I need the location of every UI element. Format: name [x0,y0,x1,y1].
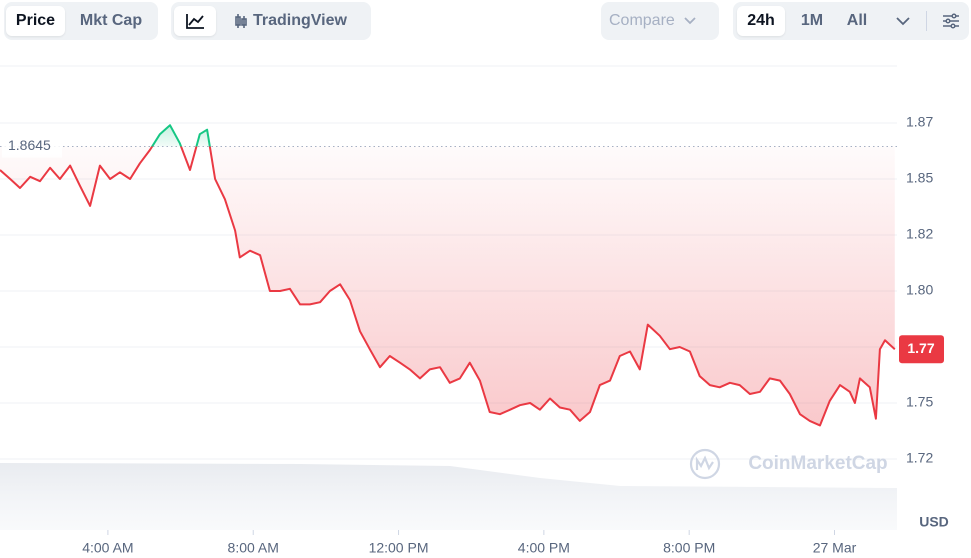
volume-band [0,463,897,530]
watermark: CoinMarketCap [748,453,887,474]
line-icon [186,14,204,29]
y-tick-label: 1.80 [906,282,933,298]
baseline-label: 1.8645 [8,137,51,153]
x-tick-label: 4:00 PM [518,540,570,556]
currency-label: USD [919,514,949,530]
range-all[interactable]: All [846,12,868,29]
candle-icon [235,14,247,28]
x-tick-label: 12:00 PM [369,540,429,556]
price-line-up [150,124,211,147]
last-price-label: 1.77 [907,340,934,356]
price-line-down [0,146,896,427]
settings-icon[interactable] [939,6,963,36]
compare-label: Compare [609,6,713,36]
tradingview-button[interactable]: TradingView [227,6,367,36]
range-24h[interactable]: 24h [737,6,785,36]
area-fill-down [0,146,895,426]
mode-group: Price Mkt Cap [4,2,158,40]
chart-type-group: TradingView [171,2,371,40]
last-price-box [899,335,944,364]
y-tick-label: 1.87 [906,114,933,130]
range-group: 24h 1M All [733,2,969,40]
tradingview-label: TradingView [253,12,347,29]
line-chart-button[interactable] [174,6,216,36]
x-tick-label: 27 Mar [813,540,857,556]
y-tick-label: 1.85 [906,170,933,186]
x-tick-label: 4:00 AM [82,540,133,556]
chevron [684,17,696,25]
price-button[interactable]: Price [6,6,65,36]
mktcap-button[interactable]: Mkt Cap [79,12,143,29]
range-chevron[interactable] [891,6,915,36]
y-tick-label: 1.72 [906,450,933,466]
baseline-label-bg [2,135,62,158]
compare-text: Compare [609,12,675,29]
x-tick-label: 8:00 PM [663,540,715,556]
chart: 1.87 1.85 1.82 1.80 1.77 1.75 1.72 4:00 AM 8:00 … [0,65,949,556]
x-tick-label: 8:00 AM [228,540,279,556]
y-tick-label: 1.75 [906,394,933,410]
y-tick-label: 1.82 [906,226,933,242]
range-1m[interactable]: 1M [800,12,824,29]
watermark-logo [689,448,721,480]
compare-dropdown[interactable]: Compare [601,2,719,40]
separator [926,11,927,31]
